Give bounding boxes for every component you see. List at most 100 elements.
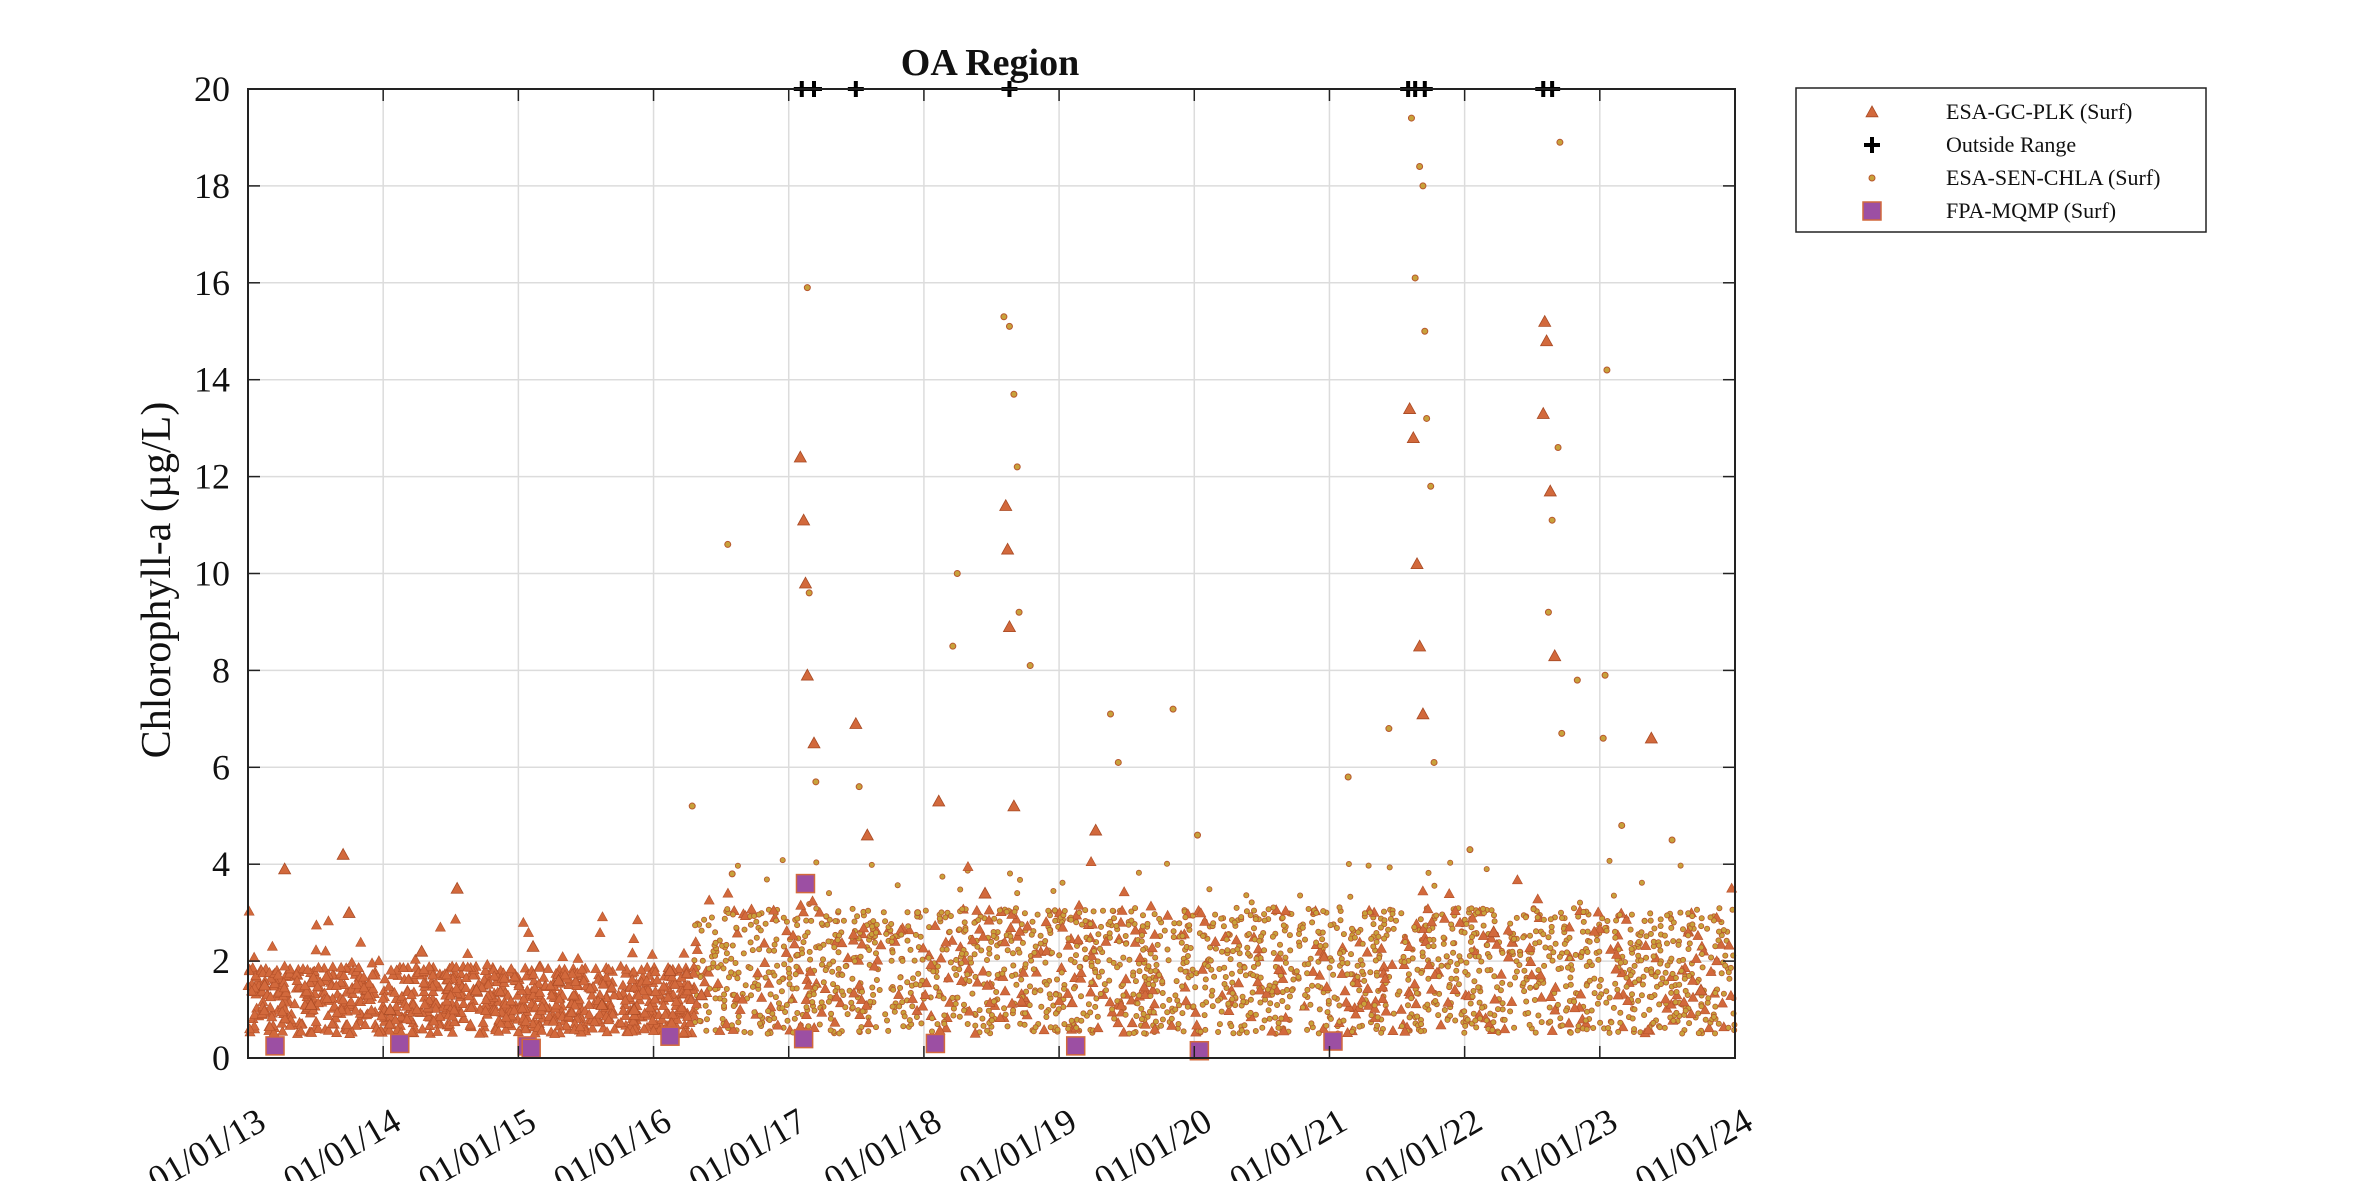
sen-chla-point (867, 998, 874, 1005)
sen-chla-point (882, 1011, 889, 1018)
sen-chla-point (1425, 869, 1432, 876)
gc-plk-point (301, 986, 313, 996)
gc-plk-point (377, 992, 389, 1003)
gc-plk-point (863, 1017, 875, 1028)
gc-plk-point (1502, 924, 1514, 935)
sen-chla-point (1527, 984, 1534, 991)
sen-chla-point (1561, 940, 1568, 947)
sen-chla-point (1469, 993, 1476, 1000)
sen-chla-point (1073, 919, 1080, 926)
sen-chla-point (712, 995, 719, 1002)
sen-chla-point (953, 570, 961, 577)
sen-chla-point (912, 981, 919, 988)
gc-plk-point (1425, 983, 1437, 994)
sen-chla-point (1676, 981, 1683, 988)
sen-chla-point (1597, 976, 1604, 983)
sen-chla-point (771, 941, 778, 948)
gc-plk-point (482, 978, 494, 989)
sen-chla-point (728, 870, 736, 878)
sen-chla-point (1307, 955, 1314, 962)
gc-plk-point (265, 991, 277, 1002)
sen-chla-point (1359, 961, 1366, 968)
sen-chla-point (1483, 866, 1490, 873)
sen-chla-point (1596, 983, 1603, 990)
sen-chla-point (1612, 928, 1619, 935)
sen-chla-point (851, 958, 858, 965)
sen-chla-point (1565, 964, 1572, 971)
gc-plk-point (432, 1025, 444, 1036)
sen-chla-point (1244, 944, 1251, 951)
gc-plk-point (800, 668, 815, 681)
sen-chla-point (803, 1004, 810, 1011)
sen-chla-point (1449, 925, 1456, 932)
gc-plk-point (331, 1027, 343, 1037)
sen-chla-point (780, 943, 787, 950)
sen-chla-point (1511, 935, 1518, 942)
gc-plk-point (418, 986, 430, 997)
sen-chla-point (949, 642, 957, 650)
gc-plk-point (969, 1027, 981, 1038)
sen-chla-point (1715, 937, 1722, 944)
gc-plk-point (657, 1000, 669, 1010)
sen-chla-point (1631, 1026, 1638, 1033)
grid-lines (248, 89, 1735, 1058)
sen-chla-point (1646, 1006, 1653, 1013)
gc-plk-point (1511, 874, 1523, 885)
sen-chla-point (1150, 1009, 1157, 1016)
sen-chla-point (1302, 992, 1309, 999)
sen-chla-point (1463, 959, 1470, 966)
sen-chla-point (1215, 997, 1222, 1004)
sen-chla-point (1398, 910, 1405, 917)
gc-plk-point (586, 989, 598, 1000)
sen-chla-point (1708, 954, 1715, 961)
sen-chla-point (1542, 944, 1549, 951)
sen-chla-point (1686, 1020, 1693, 1027)
gc-plk-point (1053, 994, 1065, 1005)
sen-chla-point (1718, 970, 1725, 977)
sen-chla-point (1061, 1021, 1068, 1028)
sen-chla-point (753, 918, 760, 925)
sen-chla-point (1168, 1015, 1175, 1022)
gc-plk-point (1612, 989, 1624, 1000)
gc-plk-point (963, 1005, 975, 1016)
gc-plk-point (272, 969, 284, 980)
sen-chla-point (1061, 985, 1068, 992)
gc-plk-point (1000, 542, 1015, 555)
sen-chla-point (941, 1020, 948, 1027)
gc-plk-point (1588, 925, 1600, 936)
gc-plk-point (819, 983, 831, 993)
sen-chla-point (1435, 1012, 1442, 1019)
gc-plk-point (607, 1008, 619, 1019)
gc-plk-point (256, 985, 268, 996)
gc-plk-point (1703, 1022, 1715, 1033)
sen-chla-point (1712, 989, 1719, 996)
sen-chla-point (1639, 981, 1646, 988)
sen-chla-point (1377, 924, 1384, 931)
gc-plk-point (574, 1021, 586, 1032)
gc-plk-point (520, 1015, 532, 1026)
gc-plk-point (603, 1014, 615, 1025)
sen-chla-point (1288, 965, 1295, 972)
gc-plk-point (560, 1020, 572, 1031)
sen-chla-point (849, 905, 856, 912)
legend: ESA-GC-PLK (Surf)Outside RangeESA-SEN-CH… (1795, 87, 2207, 233)
plot-area-border (247, 88, 1736, 1059)
gc-plk-point (401, 1013, 413, 1024)
sen-chla-point (888, 957, 895, 964)
sen-chla-point (1094, 1013, 1101, 1020)
sen-chla-point (826, 890, 833, 897)
sen-chla-point (1722, 952, 1729, 959)
sen-chla-point (1647, 917, 1654, 924)
sen-chla-point (866, 947, 873, 954)
sen-chla-point (1130, 991, 1137, 998)
sen-chla-point (1234, 946, 1241, 953)
gc-plk-point (1416, 707, 1430, 720)
gc-plk-point (350, 978, 363, 989)
sen-chla-point (1668, 836, 1676, 844)
sen-chla-point (1413, 990, 1420, 997)
sen-chla-point (1478, 958, 1485, 965)
sen-chla-point (816, 1021, 823, 1028)
sen-chla-point (1427, 482, 1435, 490)
sen-chla-point (840, 917, 847, 924)
sen-chla-point (1016, 949, 1023, 956)
